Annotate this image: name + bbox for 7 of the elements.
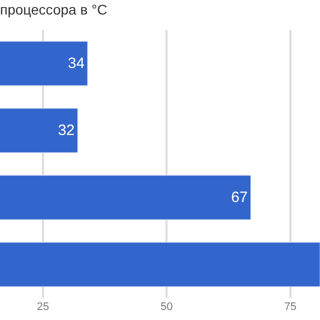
x-tick-label: 25 xyxy=(36,301,50,313)
data-label: 67 xyxy=(231,189,248,206)
x-tick-label: 75 xyxy=(284,301,296,313)
data-label: 34 xyxy=(68,55,85,72)
data-label: 32 xyxy=(58,122,75,139)
x-tick-label: 50 xyxy=(160,301,173,313)
chart-title: процессора в °C xyxy=(0,2,108,18)
